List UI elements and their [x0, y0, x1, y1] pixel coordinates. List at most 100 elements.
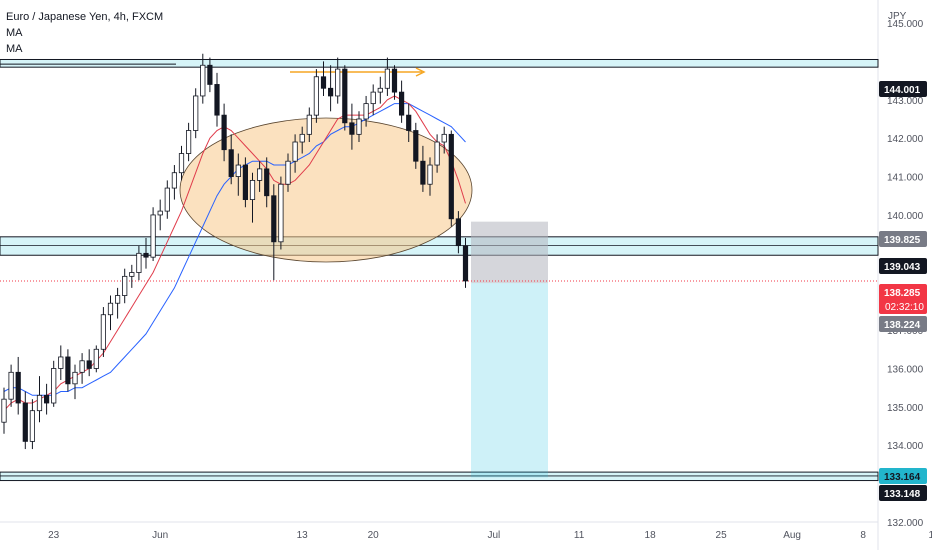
candle-body: [221, 114, 227, 151]
candle: [185, 122, 192, 162]
candle-body: [207, 64, 213, 85]
candle-body: [370, 91, 376, 105]
y-tick-label: 145.000: [887, 19, 924, 30]
candle-body: [420, 160, 426, 185]
x-tick-label: 25: [716, 530, 728, 541]
candle: [36, 376, 43, 423]
candle-body: [356, 118, 362, 135]
candle: [115, 287, 121, 319]
price-badge-bg: [879, 316, 927, 332]
candle-body: [363, 103, 369, 120]
candle: [157, 199, 163, 231]
candle-body: [441, 133, 447, 143]
candle-body: [29, 410, 36, 442]
price-badge: 133.148: [879, 485, 927, 501]
candle-body: [200, 64, 206, 97]
candle: [441, 126, 447, 154]
candle: [391, 65, 398, 100]
candle: [86, 349, 92, 377]
x-tick-label: Jul: [488, 530, 501, 541]
candle-body: [157, 210, 163, 216]
candle-body: [100, 314, 106, 350]
indicator-ma-1[interactable]: MA: [6, 27, 23, 39]
candle-body: [398, 91, 405, 116]
support-resistance-zone: [0, 58, 879, 68]
candle: [285, 153, 291, 192]
candle: [320, 61, 327, 96]
x-tick-label: 15: [929, 530, 932, 541]
candle: [271, 184, 277, 281]
candle-body: [93, 348, 99, 369]
candle: [313, 69, 320, 123]
candle: [122, 268, 128, 304]
candle-body: [306, 114, 312, 135]
price-badge-label: 144.001: [884, 85, 921, 96]
stop-loss-zone: [471, 221, 548, 284]
candle-body: [136, 252, 142, 273]
candle-body: [434, 141, 440, 166]
candle-body: [122, 275, 128, 296]
y-tick-label: 135.000: [887, 403, 924, 414]
candle-body: [292, 141, 298, 162]
candle: [22, 391, 28, 450]
candle: [306, 107, 312, 143]
price-badge-bg: [879, 485, 927, 501]
candle-body: [129, 272, 135, 277]
candle-body: [185, 130, 192, 154]
candle-body: [178, 153, 185, 174]
price-badge: 144.001: [879, 81, 927, 97]
candle: [420, 145, 426, 192]
candle-body: [58, 356, 64, 369]
price-badge-label: 133.164: [884, 472, 921, 483]
candle-body: [335, 68, 341, 97]
candle: [200, 53, 206, 104]
countdown-label: 02:32:10: [885, 302, 924, 313]
candle-body: [143, 252, 149, 258]
candle: [143, 237, 149, 269]
candle-body: [377, 87, 383, 93]
chart-legend: Euro / Japanese Yen, 4h, FXCM MA MA: [6, 9, 163, 57]
candle-body: [413, 130, 419, 162]
candle: [44, 383, 50, 415]
candle-body: [448, 133, 454, 220]
y-tick-label: 134.000: [887, 441, 924, 452]
candle-body: [271, 195, 277, 243]
candle: [342, 65, 348, 131]
y-tick-label: 141.000: [887, 173, 924, 184]
candle: [434, 134, 440, 173]
candle-body: [278, 183, 284, 243]
price-badge: 139.043: [879, 258, 927, 274]
candle: [413, 122, 419, 169]
y-tick-label: 136.000: [887, 364, 924, 375]
candle: [107, 295, 114, 331]
candle-body: [406, 114, 412, 131]
candle-body: [193, 95, 199, 131]
x-tick-label: 8: [860, 530, 866, 541]
candle-body: [8, 371, 14, 400]
candle: [427, 157, 433, 196]
symbol-title[interactable]: Euro / Japanese Yen, 4h, FXCM: [6, 11, 164, 23]
candle-body: [22, 402, 28, 442]
candle: [448, 130, 454, 227]
price-badge-label: 133.148: [884, 489, 921, 500]
candle-body: [299, 133, 305, 143]
candle: [256, 161, 263, 192]
indicator-ma-2[interactable]: MA: [6, 43, 23, 55]
ma-slow-line: [3, 103, 466, 396]
candle-body: [349, 122, 355, 135]
candle: [65, 349, 71, 392]
candle: [178, 145, 185, 181]
candle: [100, 307, 106, 357]
candle-body: [249, 179, 256, 200]
candle: [462, 237, 469, 288]
candle: [221, 103, 227, 162]
price-badge-label: 139.825: [884, 235, 921, 246]
candle: [455, 211, 462, 254]
candle-body: [15, 371, 21, 404]
candle-body: [455, 218, 462, 247]
arrow-head: [415, 67, 426, 77]
y-tick-label: 132.000: [887, 518, 924, 529]
candle: [58, 345, 64, 380]
candle: [51, 360, 57, 407]
